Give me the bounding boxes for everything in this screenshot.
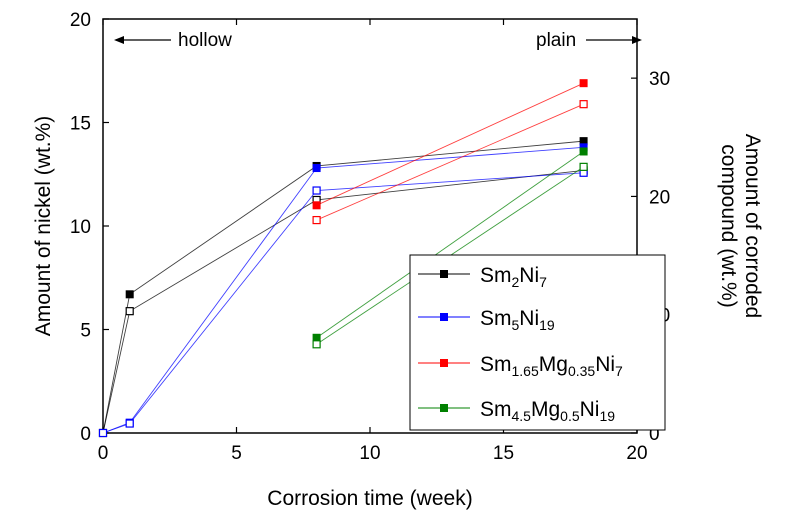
x-tick-label: 5 [231,443,242,464]
legend-label-subscript: 7 [615,363,623,379]
series-line-corroded [102,169,584,434]
legend-label-part: Ni [580,398,600,421]
y-tick-label: 0 [80,424,91,445]
data-point-nickel [312,201,321,210]
data-point-corroded [312,186,321,195]
series-line-nickel [316,151,584,339]
legend-marker [440,359,448,367]
y-tick-label: 20 [70,10,91,31]
legend-marker [440,270,448,278]
legend: Sm2Ni7Sm5Ni19Sm1.65Mg0.35Ni7Sm4.5Mg0.5Ni… [409,254,666,431]
legend-label-part: Sm [480,353,512,376]
legend-label-part: Sm [480,264,512,287]
data-point-corroded [125,307,134,316]
legend-label-subscript: 0.35 [568,363,595,379]
data-point-nickel [125,290,134,299]
legend-label-subscript: 1.65 [512,363,539,379]
hollow-label: hollow [178,30,232,51]
legend-label-part: Ni [595,353,615,376]
plain-arrowhead [632,36,642,44]
y-right-tick-label: 20 [649,187,670,208]
plain-annotation: plain [536,30,642,51]
data-point-corroded [579,162,588,171]
legend-label-subscript: 2 [512,274,520,290]
data-point-corroded [312,215,321,225]
legend-label-part: Sm [480,398,512,421]
series-lines [102,82,584,434]
y-right-axis-title-line2: compound (wt.%) [717,144,740,307]
legend-label-subscript: 4.5 [512,408,532,424]
legend-marker [440,313,448,321]
data-point-nickel [579,143,588,152]
hollow-arrowhead [114,36,124,44]
legend-label-subscript: 7 [539,274,547,290]
data-point-corroded [98,428,108,438]
x-tick-label: 15 [493,443,514,464]
hollow-annotation: hollow [114,30,232,51]
legend-label-part: Mg [539,353,568,376]
legend-items: Sm2Ni7Sm5Ni19Sm1.65Mg0.35Ni7Sm4.5Mg0.5Ni… [418,264,623,424]
legend-label-part: Sm [480,307,512,330]
series-line-nickel [102,140,584,434]
legend-label: Sm4.5Mg0.5Ni19 [480,398,615,424]
legend-label-subscript: 0.5 [560,408,580,424]
legend-label-subscript: 19 [539,317,555,333]
x-tick-label: 0 [98,443,109,464]
x-tick-label: 20 [626,443,647,464]
legend-label-part: Ni [519,264,539,287]
series-line-corroded [102,172,584,434]
legend-box [409,254,666,431]
y-tick-label: 10 [70,217,91,238]
plain-label: plain [536,30,576,51]
series-line-corroded [316,103,584,221]
x-tick-label: 10 [359,443,380,464]
series-markers [98,79,588,438]
y-axis-title: Amount of nickel (wt.%) [32,116,55,337]
data-point-nickel [312,333,321,342]
legend-marker [440,404,448,412]
y-right-tick-label: 0 [649,424,660,445]
legend-label-part: Mg [531,398,560,421]
data-point-nickel [579,79,588,88]
data-point-corroded [579,100,588,109]
y-right-tick-label: 30 [649,69,670,90]
legend-label: Sm5Ni19 [480,307,555,333]
legend-label-subscript: 19 [599,408,615,424]
legend-label-subscript: 5 [512,317,520,333]
data-point-nickel [312,164,321,173]
y-right-axis-title-line1: Amount of corroded [741,134,764,318]
data-point-nickel [579,137,588,146]
legend-label: Sm1.65Mg0.35Ni7 [480,353,623,379]
series-line-nickel [316,82,584,206]
y-tick-label: 5 [80,321,91,342]
legend-label: Sm2Ni7 [480,264,547,290]
data-point-corroded [312,340,321,349]
legend-label-part: Ni [519,307,539,330]
data-point-corroded [125,419,134,428]
data-point-nickel [579,147,588,156]
y-tick-label: 15 [70,114,91,135]
x-axis-title: Corrosion time (week) [267,487,472,510]
